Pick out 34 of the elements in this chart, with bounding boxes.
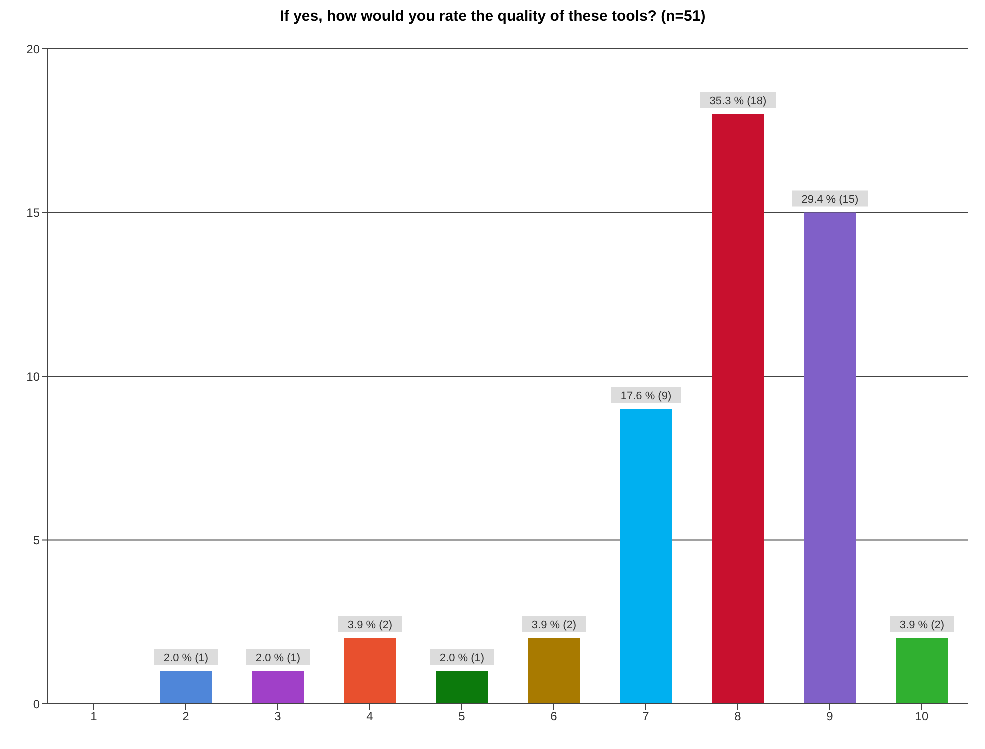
y-tick-label: 20 xyxy=(26,42,40,56)
data-label: 35.3 % (18) xyxy=(710,96,767,108)
bar xyxy=(252,671,304,704)
y-tick-label: 10 xyxy=(26,370,40,384)
data-label: 17.6 % (9) xyxy=(620,390,672,402)
data-label: 2.0 % (1) xyxy=(164,652,209,664)
bar xyxy=(712,114,764,704)
data-label: 2.0 % (1) xyxy=(440,652,485,664)
bar xyxy=(344,638,396,704)
x-tick-label: 10 xyxy=(915,710,929,724)
data-label: 29.4 % (15) xyxy=(802,194,859,206)
bar xyxy=(160,671,212,704)
x-tick-label: 3 xyxy=(274,710,282,724)
bar xyxy=(436,671,488,704)
chart-title: If yes, how would you rate the quality of these tools? (n=51) xyxy=(279,8,707,25)
data-label: 3.9 % (2) xyxy=(900,620,945,632)
x-tick-label: 9 xyxy=(826,710,834,724)
x-tick-label: 5 xyxy=(458,710,466,724)
x-tick-label: 2 xyxy=(182,710,190,724)
data-label: 2.0 % (1) xyxy=(256,652,301,664)
bar xyxy=(528,638,580,704)
data-label: 3.9 % (2) xyxy=(532,620,577,632)
x-tick-label: 7 xyxy=(642,710,650,724)
bar xyxy=(620,409,672,704)
data-label: 3.9 % (2) xyxy=(348,620,393,632)
x-tick-label: 1 xyxy=(90,710,98,724)
x-tick-label: 8 xyxy=(734,710,742,724)
x-tick-label: 4 xyxy=(366,710,374,724)
y-tick-label: 5 xyxy=(33,534,40,548)
x-tick-label: 6 xyxy=(550,710,558,724)
bar xyxy=(804,212,856,704)
y-tick-label: 0 xyxy=(33,697,40,712)
y-tick-label: 15 xyxy=(26,206,40,220)
bar xyxy=(896,638,948,704)
